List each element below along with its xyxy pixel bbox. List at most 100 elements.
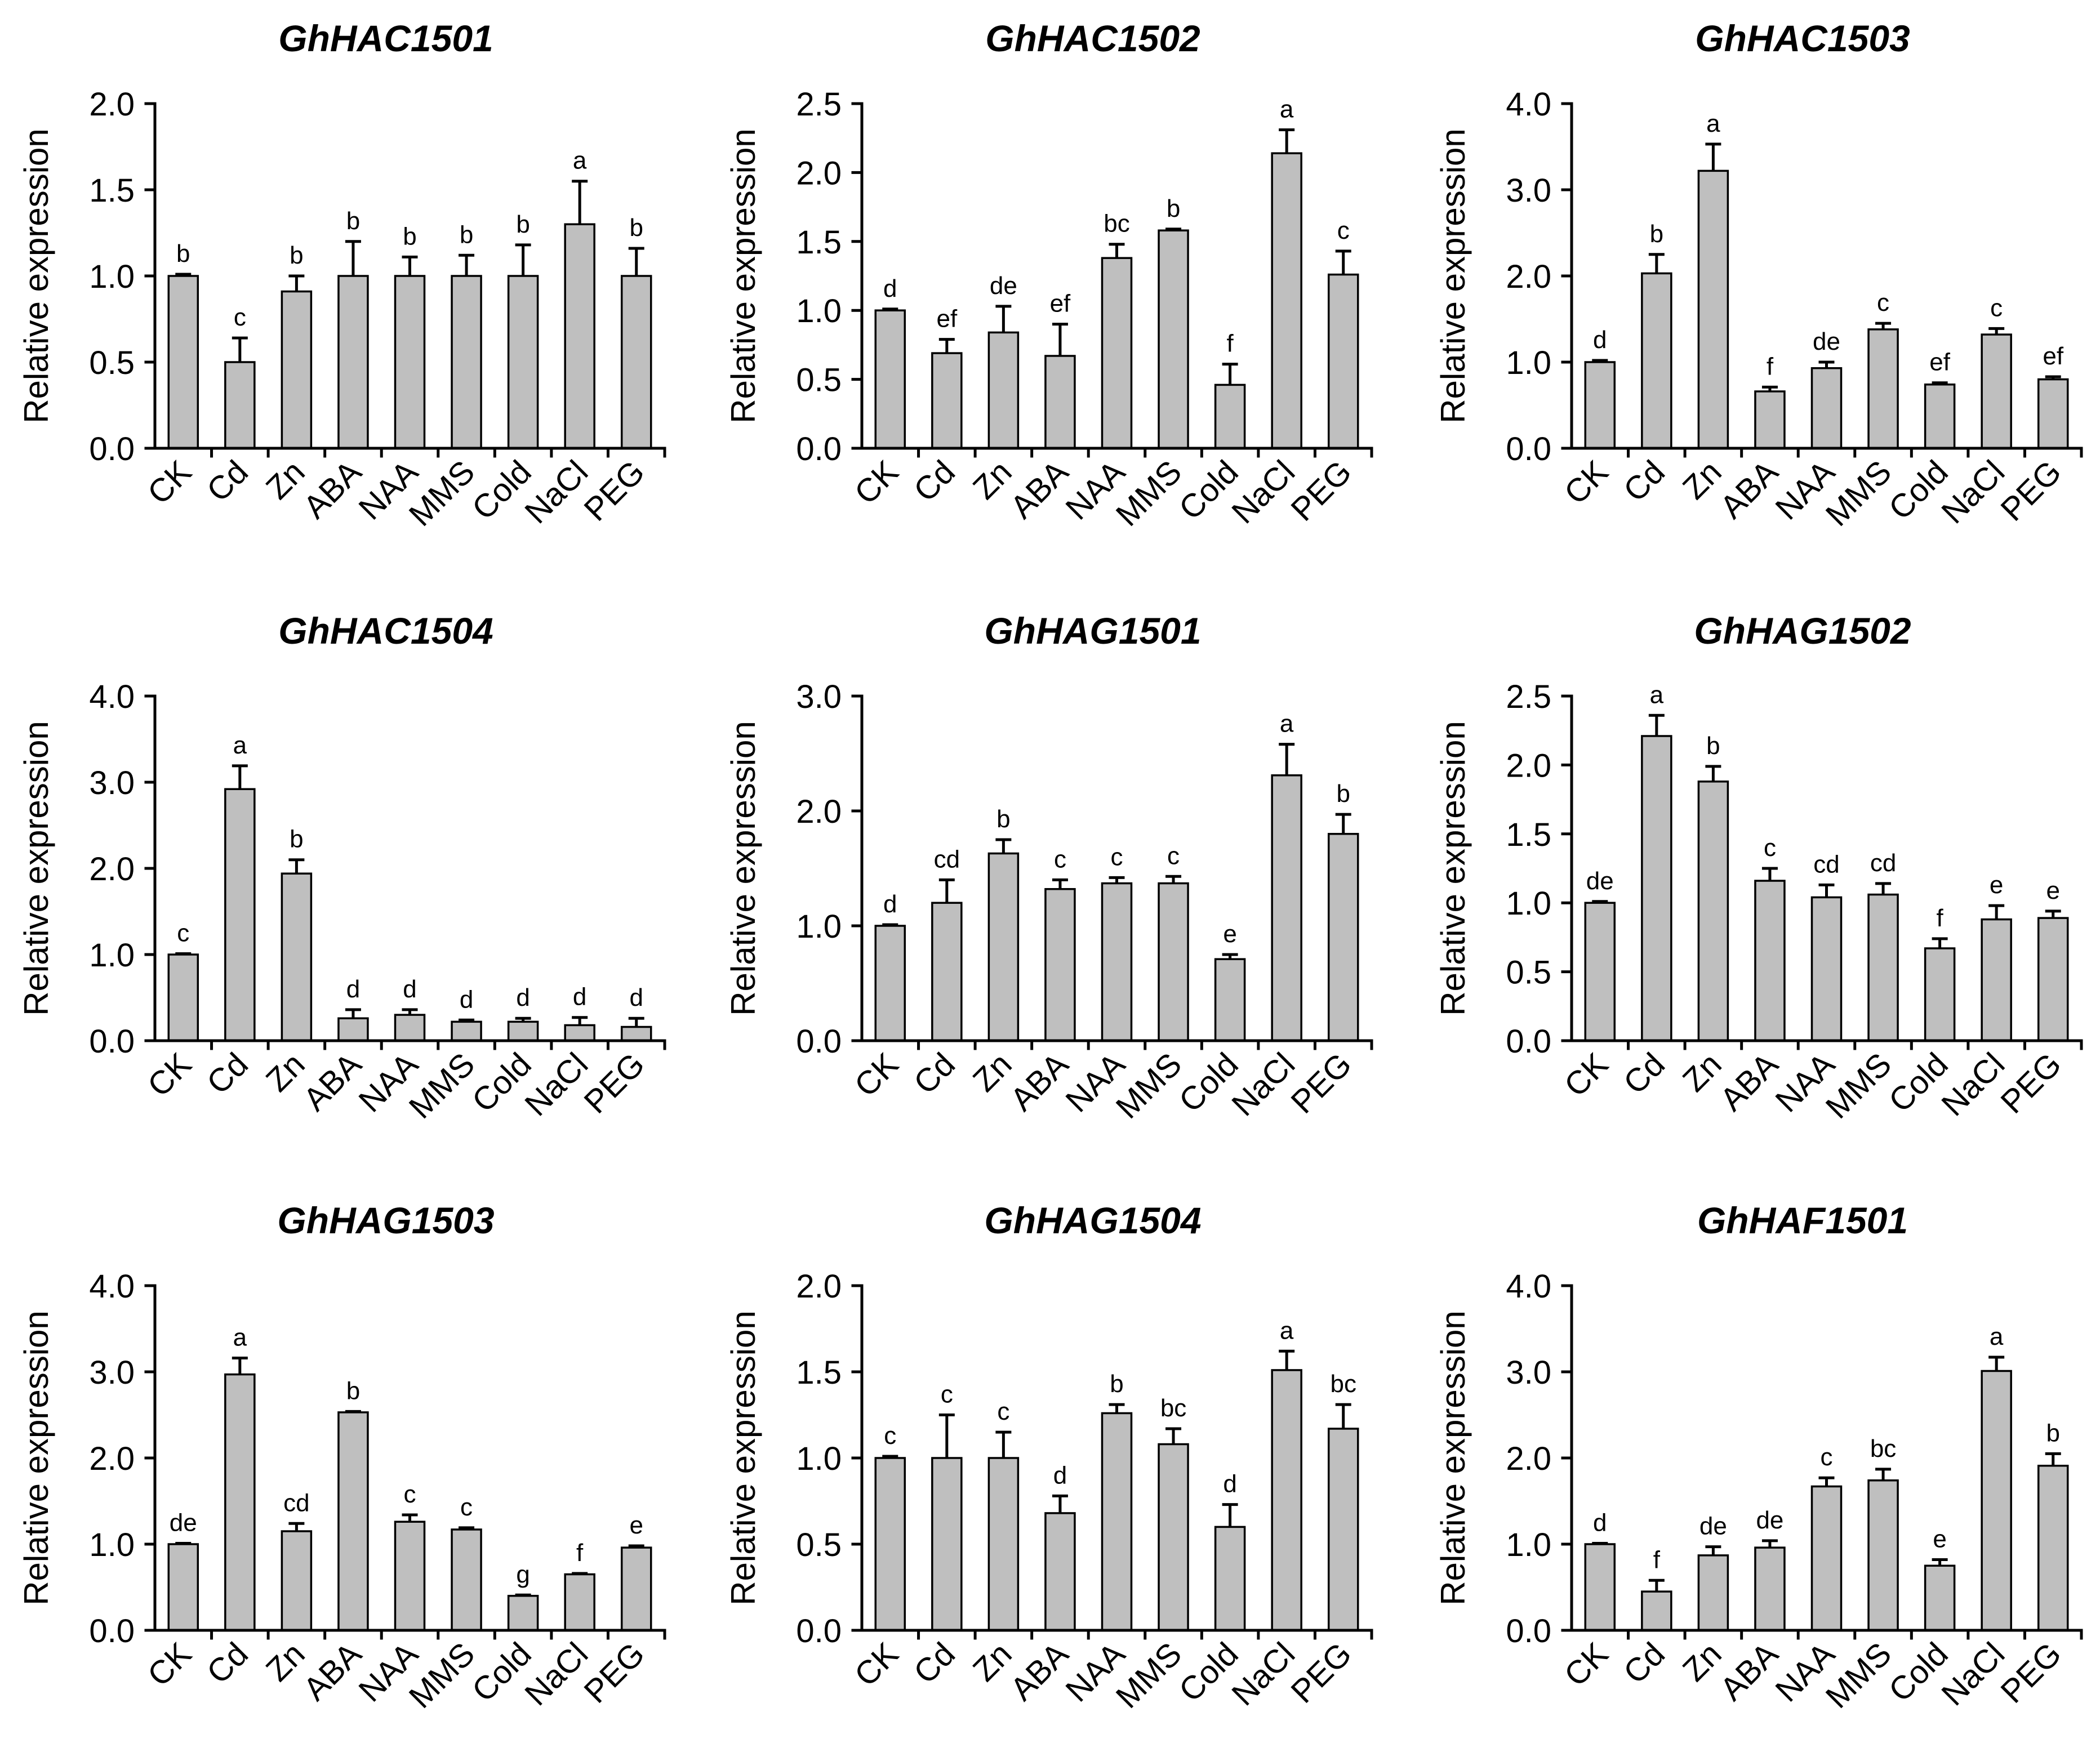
- significance-letter-ck: c: [884, 1422, 896, 1450]
- y-tick-label: 2.0: [1506, 747, 1551, 784]
- y-tick-label: 2.0: [796, 793, 842, 830]
- y-tick-label: 4.0: [1506, 86, 1551, 123]
- significance-letter-ck: d: [1593, 326, 1607, 354]
- y-tick-label: 1.0: [796, 908, 842, 945]
- significance-letter-nacl: a: [1990, 1323, 2004, 1350]
- significance-letter-naa: c: [1111, 843, 1123, 871]
- bar-mms: [451, 1528, 482, 1631]
- bar-aba: [1044, 1512, 1076, 1631]
- y-tick-label: 3.0: [796, 679, 842, 715]
- significance-letter-peg: c: [1337, 217, 1350, 244]
- y-tick-label: 3.0: [1506, 1354, 1551, 1391]
- significance-letter-naa: de: [1813, 328, 1840, 355]
- y-axis-label: Relative expression: [1434, 128, 1472, 423]
- bar-cold: [1214, 1526, 1246, 1631]
- significance-letter-zn: de: [1699, 1513, 1727, 1540]
- significance-letter-cold: e: [1223, 920, 1236, 948]
- bar-peg: [1327, 833, 1359, 1042]
- y-tick-label: 1.0: [796, 293, 842, 329]
- chart-title: GhHAC1501: [278, 17, 493, 59]
- y-tick-label: 1.0: [89, 937, 135, 974]
- bar-cd: [931, 1457, 963, 1631]
- significance-letter-naa: bc: [1104, 210, 1129, 238]
- chart-title: GhHAC1504: [278, 610, 493, 652]
- significance-letter-cold: b: [516, 211, 530, 238]
- significance-letter-ck: c: [177, 919, 189, 947]
- y-tick-label: 1.0: [1506, 885, 1551, 922]
- significance-letter-naa: d: [403, 975, 416, 1003]
- bar-peg: [1327, 273, 1359, 449]
- bar-peg: [620, 1025, 652, 1042]
- significance-letter-aba: c: [1764, 834, 1776, 862]
- y-tick-label: 0.5: [796, 362, 842, 399]
- y-axis-label: Relative expression: [724, 721, 762, 1016]
- bar-zn: [281, 290, 313, 449]
- y-tick-label: 2.0: [1506, 1441, 1551, 1477]
- significance-letter-naa: cd: [1813, 850, 1839, 878]
- chart-panel-ghhaf1501: GhHAF1501 Relative expression 0.0 1.0 2.0 3.0…: [1434, 1200, 2083, 1715]
- significance-letter-aba: b: [346, 207, 360, 235]
- significance-letter-peg: bc: [1330, 1370, 1356, 1398]
- bar-naa: [394, 275, 426, 449]
- y-tick-label: 2.0: [1506, 258, 1551, 295]
- y-tick-label: 0.0: [89, 1613, 135, 1649]
- y-tick-label: 0.5: [89, 345, 135, 381]
- significance-letter-aba: f: [1767, 353, 1774, 380]
- y-tick-label: 2.0: [89, 86, 135, 123]
- significance-letter-nacl: c: [1990, 294, 2003, 322]
- y-tick-label: 0.5: [1506, 955, 1551, 991]
- significance-letter-zn: b: [996, 805, 1010, 833]
- significance-letter-aba: c: [1054, 845, 1066, 873]
- y-tick-label: 2.0: [89, 1441, 135, 1477]
- significance-letter-zn: a: [1706, 110, 1720, 137]
- y-tick-label: 1.5: [796, 1354, 842, 1391]
- significance-letter-mms: c: [1167, 842, 1180, 870]
- significance-letter-mms: bc: [1870, 1435, 1896, 1462]
- y-tick-label: 1.0: [1506, 345, 1551, 381]
- bar-mms: [1158, 229, 1189, 449]
- significance-letter-zn: b: [290, 242, 303, 269]
- y-tick-label: 2.0: [89, 851, 135, 888]
- significance-letter-ck: d: [883, 890, 897, 918]
- significance-letter-peg: ef: [2043, 342, 2063, 370]
- chart-title: GhHAG1504: [984, 1200, 1201, 1241]
- y-tick-label: 1.0: [89, 1527, 135, 1563]
- bar-mms: [1867, 328, 1899, 449]
- significance-letter-cd: a: [233, 1324, 247, 1352]
- significance-letter-zn: cd: [283, 1489, 309, 1517]
- y-axis-label: Relative expression: [1434, 721, 1472, 1016]
- bar-nacl: [1271, 774, 1302, 1042]
- bar-nacl: [564, 1573, 595, 1631]
- chart-title: GhHAG1503: [277, 1200, 494, 1241]
- bar-peg: [1327, 1428, 1359, 1631]
- significance-letter-nacl: a: [1280, 1317, 1294, 1344]
- bar-peg: [2037, 917, 2069, 1042]
- y-tick-label: 2.0: [796, 1268, 842, 1305]
- significance-letter-ck: d: [883, 275, 897, 302]
- bar-nacl: [1981, 1370, 2012, 1631]
- bar-naa: [1101, 882, 1133, 1042]
- bar-aba: [337, 275, 369, 449]
- significance-letter-ck: de: [1586, 867, 1614, 895]
- bar-cold: [507, 1595, 539, 1631]
- significance-letter-aba: de: [1756, 1506, 1783, 1534]
- significance-letter-nacl: a: [573, 147, 587, 175]
- y-tick-label: 0.0: [1506, 431, 1551, 467]
- bar-cd: [931, 902, 963, 1042]
- bar-zn: [1697, 781, 1729, 1042]
- bar-ck: [874, 925, 906, 1042]
- y-tick-label: 1.5: [89, 172, 135, 209]
- bar-nacl: [1981, 333, 2012, 449]
- significance-letter-naa: c: [404, 1481, 416, 1508]
- significance-letter-cold: d: [516, 984, 530, 1011]
- significance-letter-peg: b: [1336, 780, 1350, 808]
- significance-letter-zn: b: [1706, 732, 1720, 760]
- bar-zn: [1697, 1554, 1729, 1631]
- bar-peg: [620, 275, 652, 449]
- significance-letter-nacl: d: [573, 983, 586, 1011]
- y-tick-label: 1.0: [796, 1441, 842, 1477]
- y-tick-label: 2.5: [1506, 679, 1551, 715]
- bar-cold: [1214, 958, 1246, 1042]
